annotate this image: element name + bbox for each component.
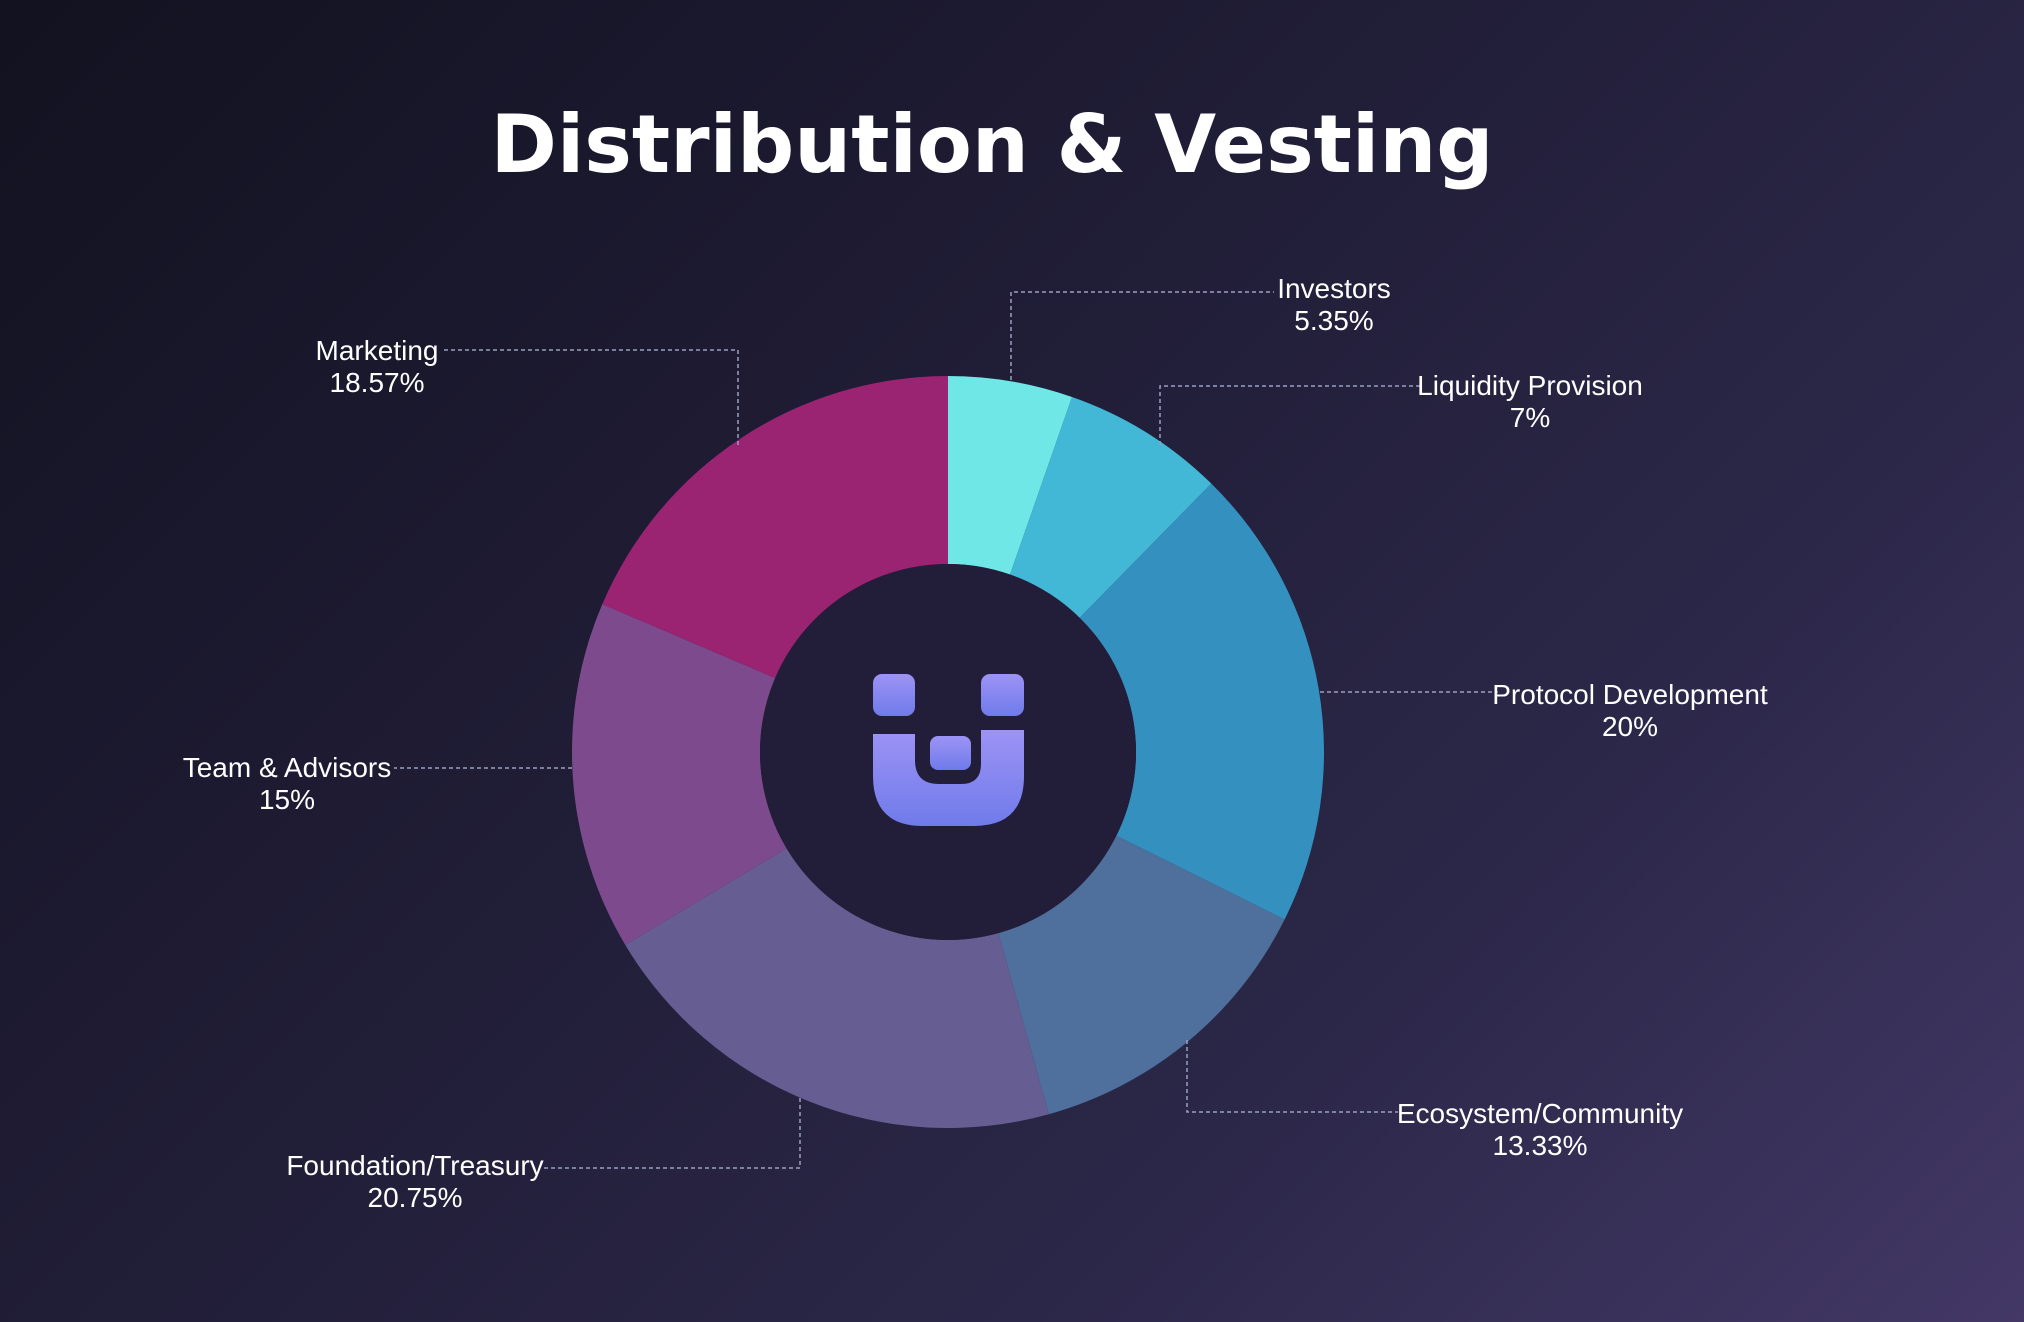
slice-label-value: 20% <box>1602 711 1658 742</box>
leader-line-liquidity-provision <box>1159 385 1422 445</box>
slice-label-name: Team & Advisors <box>183 752 392 783</box>
leader-line-marketing <box>444 349 739 445</box>
slice-liquidity-provision <box>1010 397 1212 618</box>
chart-title: Distribution & Vesting <box>490 98 1494 191</box>
slice-label-value: 18.57% <box>330 367 425 398</box>
slices-layer <box>571 376 1324 1128</box>
slice-protocol-development <box>1079 483 1324 920</box>
leader-line-ecosystem-community <box>1186 1040 1398 1113</box>
leader-lines <box>394 291 1498 1169</box>
slice-foundation-treasury <box>625 848 1049 1128</box>
slice-marketing <box>602 376 948 679</box>
leader-line-foundation-treasury <box>544 1098 801 1169</box>
slice-label-name: Ecosystem/Community <box>1397 1098 1683 1129</box>
slice-label-name: Protocol Development <box>1492 679 1768 710</box>
slice-label-value: 20.75% <box>368 1182 463 1213</box>
brand-logo-icon <box>873 674 1024 826</box>
slice-label-name: Foundation/Treasury <box>286 1150 543 1181</box>
slice-label-name: Liquidity Provision <box>1417 370 1643 401</box>
slice-label-name: Investors <box>1277 273 1391 304</box>
slice-team-advisors <box>571 604 787 945</box>
leader-line-investors <box>1010 291 1274 380</box>
slice-label-value: 13.33% <box>1493 1130 1588 1161</box>
slice-label-name: Marketing <box>316 335 439 366</box>
slice-label-value: 7% <box>1510 402 1550 433</box>
slice-label-value: 5.35% <box>1294 305 1373 336</box>
slice-label-value: 15% <box>259 784 315 815</box>
slice-ecosystem-community <box>998 835 1285 1115</box>
slice-investors <box>948 376 1073 575</box>
